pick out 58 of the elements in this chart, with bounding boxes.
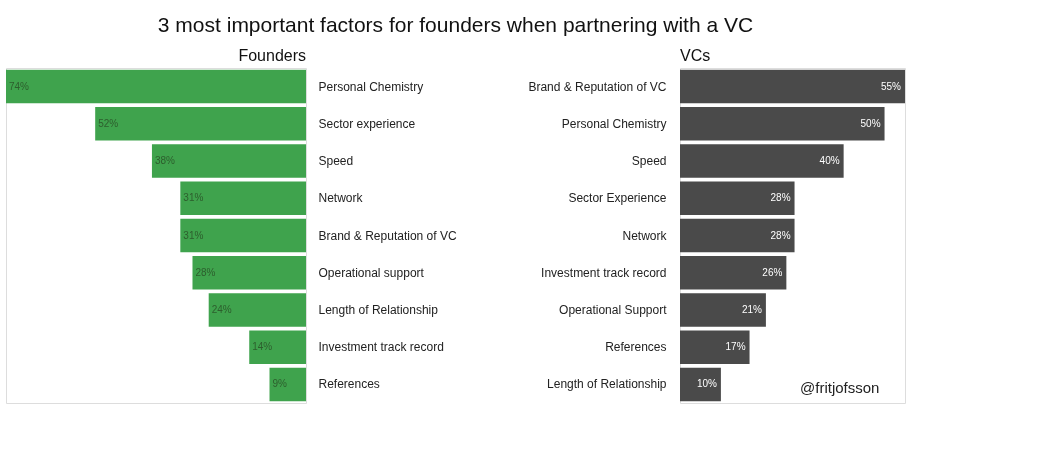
y-tick-label: Sector Experience (568, 191, 667, 206)
bar (180, 218, 306, 253)
data-label: 17% (725, 341, 746, 353)
bar (180, 181, 306, 216)
y-tick-label: Operational Support (559, 302, 668, 317)
data-label: 40% (819, 155, 840, 167)
bar (249, 330, 306, 364)
y-tick-label: Brand & Reputation of VC (528, 79, 667, 94)
data-label: 38% (154, 155, 176, 167)
data-label: 52% (98, 117, 119, 129)
y-tick-label: Investment track record (318, 340, 444, 355)
data-label: 24% (211, 303, 232, 315)
y-tick-label: References (318, 377, 380, 392)
bar (680, 330, 750, 364)
bar (192, 255, 306, 290)
bar (680, 181, 795, 216)
y-tick-label: Investment track record (541, 265, 667, 280)
bar (680, 218, 795, 253)
y-tick-label: Speed (318, 154, 354, 169)
y-tick-label: Operational support (318, 265, 425, 280)
y-tick-label: Sector experience (318, 116, 416, 131)
data-label: 10% (696, 378, 718, 390)
y-tick-label: Speed (631, 154, 667, 169)
bar (95, 107, 306, 141)
data-label: 26% (762, 266, 783, 278)
annotation: @fritjofsson (800, 379, 880, 396)
data-label: 28% (770, 192, 791, 204)
chart-title: Founders (238, 47, 306, 64)
data-label: 50% (860, 117, 881, 129)
bar (208, 293, 306, 327)
y-tick-label: Network (318, 191, 364, 206)
y-tick-label: Length of Relationship (547, 377, 667, 392)
bar (269, 367, 306, 402)
bar (680, 107, 885, 141)
data-label: 28% (195, 266, 216, 278)
bar (680, 69, 905, 104)
y-tick-label: Network (622, 228, 668, 243)
bar (680, 255, 787, 290)
bar (680, 367, 721, 402)
chart-title: VCs (680, 47, 711, 64)
data-label: 55% (880, 80, 902, 92)
data-label: 74% (9, 80, 30, 92)
data-label: 28% (770, 229, 791, 241)
bar (680, 293, 766, 327)
y-tick-label: Length of Relationship (318, 302, 439, 317)
y-tick-label: Brand & Reputation of VC (318, 228, 457, 243)
data-label: 14% (252, 341, 273, 353)
data-label: 31% (183, 229, 204, 241)
y-tick-label: Personal Chemistry (318, 79, 424, 94)
text: 3 most important factors for founders when partnering with a VC (157, 12, 754, 36)
data-label: 21% (741, 303, 763, 315)
bar (6, 69, 306, 104)
bar (680, 144, 844, 178)
data-label: 9% (272, 378, 288, 390)
y-tick-label: References (605, 340, 667, 355)
bar (151, 144, 306, 178)
y-tick-label: Personal Chemistry (561, 116, 667, 131)
data-label: 31% (183, 192, 204, 204)
